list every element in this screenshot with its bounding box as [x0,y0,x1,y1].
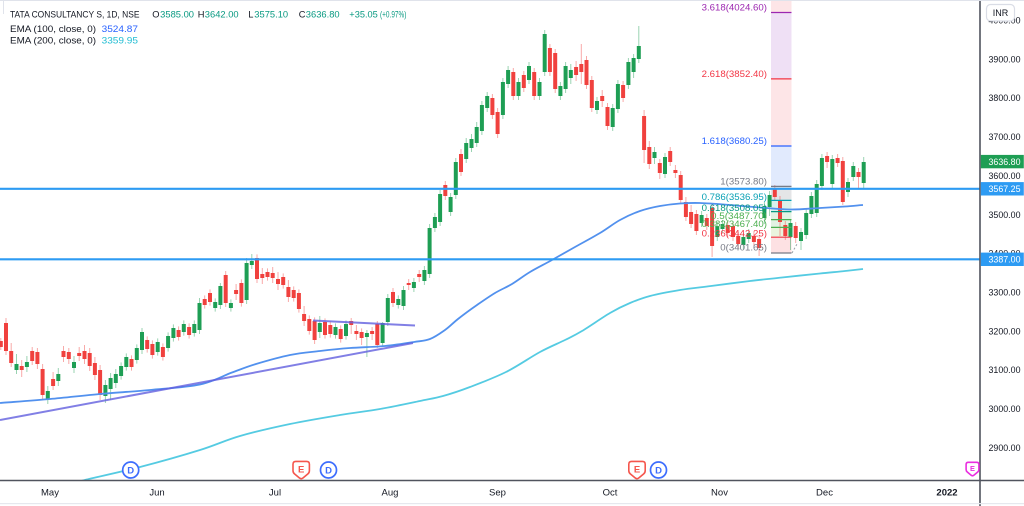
svg-text:EMA (200, close, 0): EMA (200, close, 0) [10,34,96,45]
svg-text:3600.00: 3600.00 [989,171,1021,181]
svg-text:3567.25: 3567.25 [989,184,1021,194]
svg-text:3900.00: 3900.00 [989,54,1021,64]
svg-text:0.618(3508.05): 0.618(3508.05) [702,202,767,213]
svg-text:May: May [41,488,59,499]
svg-text:3100.00: 3100.00 [989,365,1021,375]
svg-text:2.618(3852.40): 2.618(3852.40) [702,68,767,79]
svg-text:3.618(4024.60): 3.618(4024.60) [702,2,767,13]
svg-text:2900.00: 2900.00 [989,443,1021,453]
svg-text:0.5(3487.70): 0.5(3487.70) [711,210,767,221]
svg-text:3800.00: 3800.00 [989,93,1021,103]
svg-text:3387.00: 3387.00 [989,255,1021,265]
svg-text:0.236(3442.25): 0.236(3442.25) [702,228,767,239]
svg-text:D: D [325,465,332,476]
svg-text:2022: 2022 [936,488,957,499]
svg-text:D: D [655,465,662,476]
svg-text:1.618(3680.25): 1.618(3680.25) [702,135,767,146]
svg-text:E: E [634,465,640,476]
svg-text:Dec: Dec [816,488,833,499]
svg-text:3300.00: 3300.00 [989,288,1021,298]
svg-text:3359.95: 3359.95 [102,34,138,45]
svg-text:E: E [298,465,304,476]
svg-text:0.786(3536.95): 0.786(3536.95) [702,191,767,202]
svg-text:INR: INR [993,8,1009,18]
svg-text:3700.00: 3700.00 [989,132,1021,142]
svg-text:1(3573.80): 1(3573.80) [720,175,767,186]
svg-text:Oct: Oct [603,488,618,499]
svg-text:3524.87: 3524.87 [102,23,138,34]
svg-text:Sep: Sep [489,488,506,499]
svg-text:3500.00: 3500.00 [989,210,1021,220]
svg-text:Jul: Jul [269,488,281,499]
svg-text:E: E [970,464,975,473]
svg-text:3200.00: 3200.00 [989,326,1021,336]
svg-text:D: D [127,465,134,476]
svg-text:EMA (100, close, 0): EMA (100, close, 0) [10,23,96,34]
svg-text:3636.80: 3636.80 [989,157,1021,167]
svg-text:3000.00: 3000.00 [989,404,1021,414]
svg-text:Jun: Jun [149,488,164,499]
svg-text:TATA CONSULTANCY S, 1D, NSE: TATA CONSULTANCY S, 1D, NSE [10,10,140,20]
svg-text:Nov: Nov [711,488,728,499]
svg-text:Aug: Aug [382,488,399,499]
svg-text:0.382(3467.40): 0.382(3467.40) [702,218,767,229]
svg-text:0(3401.65): 0(3401.65) [720,242,767,253]
